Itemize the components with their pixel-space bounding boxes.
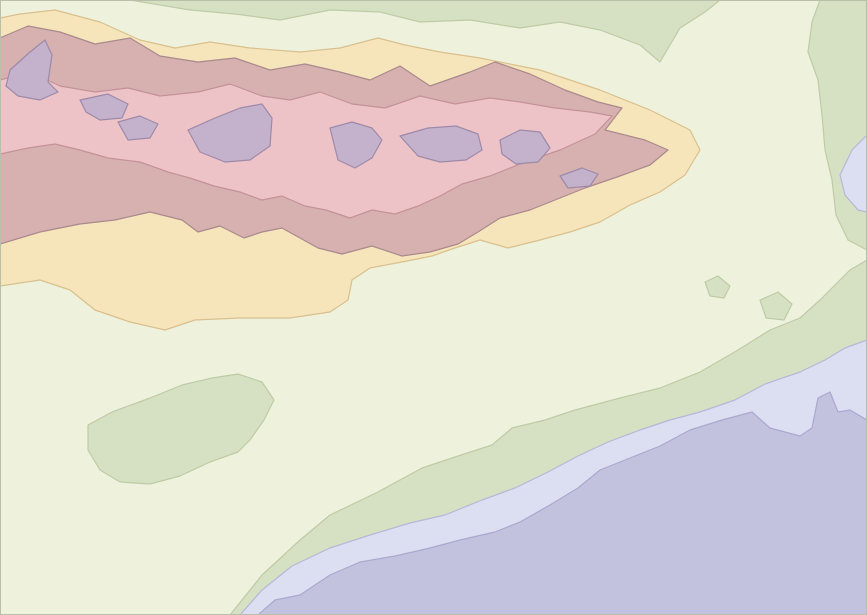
coastal-islet-1 bbox=[704, 275, 731, 299]
shelf-sea-northeast bbox=[839, 134, 867, 213]
deep-sea-zone bbox=[257, 391, 867, 615]
inland-lowland-patch bbox=[87, 373, 275, 485]
summit-patch-3 bbox=[187, 103, 273, 163]
summit-patch-4 bbox=[329, 121, 383, 169]
summit-patch-8 bbox=[117, 115, 159, 141]
coastal-lowland-north bbox=[129, 0, 721, 63]
coastal-islet-2 bbox=[759, 291, 793, 321]
summit-patch-1 bbox=[5, 39, 59, 101]
summit-patch-7 bbox=[559, 167, 599, 189]
summit-patch-6 bbox=[499, 129, 551, 165]
summit-patch-2 bbox=[79, 93, 129, 121]
summit-patch-5 bbox=[399, 125, 483, 163]
